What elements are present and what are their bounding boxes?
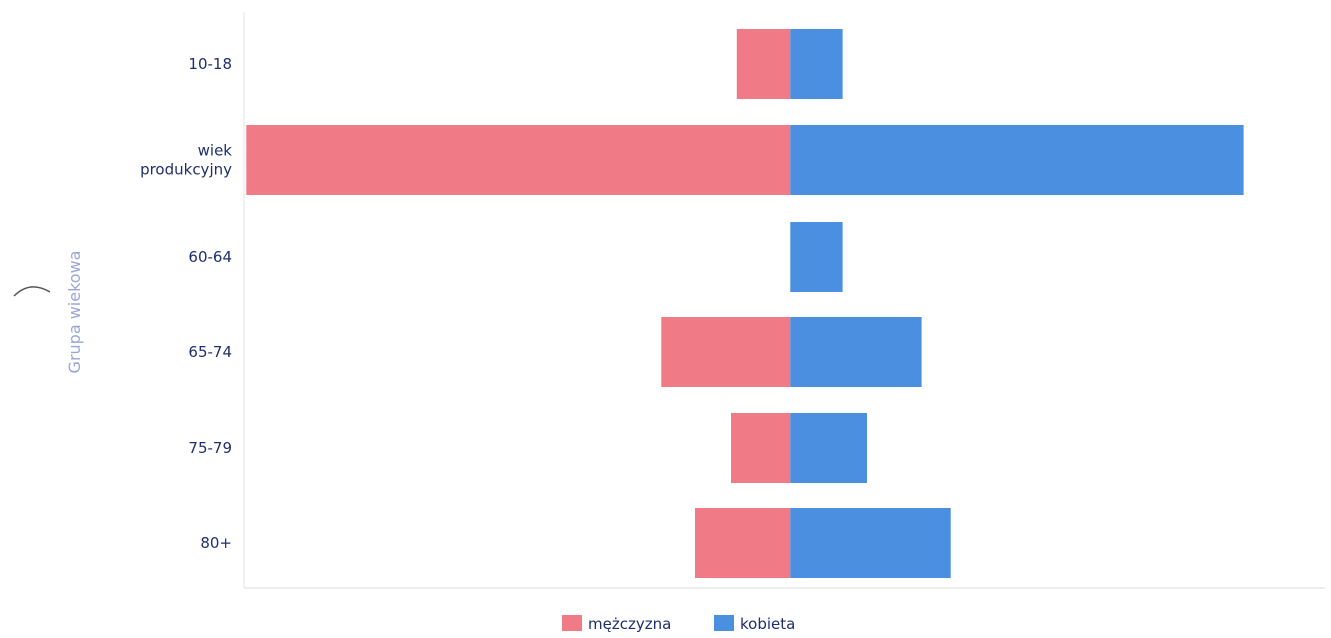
category-labels: 10-18 wiek produkcyjny 60-64 65-74 75-79 80+ [140, 55, 232, 552]
category-label-0: 10-18 [188, 55, 232, 73]
bar-male-1[interactable] [246, 125, 791, 195]
legend-label-male[interactable]: mężczyzna [588, 615, 671, 633]
legend-label-female[interactable]: kobieta [740, 615, 795, 633]
legend-swatch-female[interactable] [714, 615, 734, 631]
category-label-4: 75-79 [188, 439, 232, 457]
category-label-2: 60-64 [188, 248, 232, 266]
bar-female-1[interactable] [790, 125, 1244, 195]
bar-female-5[interactable] [790, 508, 951, 578]
bar-female-4[interactable] [790, 413, 867, 483]
bar-female-3[interactable] [790, 317, 922, 387]
bar-female-0[interactable] [790, 29, 843, 99]
bar-female-2[interactable] [790, 222, 843, 292]
bar-male-4[interactable] [731, 413, 791, 483]
bar-male-5[interactable] [695, 508, 791, 578]
legend: mężczyzna kobieta [562, 615, 795, 633]
bars-layer [246, 29, 1244, 578]
y-axis-collapse-icon[interactable] [13, 286, 51, 297]
y-axis-title: Grupa wiekowa [65, 251, 84, 374]
bar-male-3[interactable] [661, 317, 791, 387]
legend-swatch-male[interactable] [562, 615, 582, 631]
category-label-3: 65-74 [188, 343, 232, 361]
category-label-5: 80+ [200, 534, 232, 552]
bar-male-0[interactable] [736, 29, 791, 99]
category-label-1: wiek produkcyjny [140, 142, 232, 179]
